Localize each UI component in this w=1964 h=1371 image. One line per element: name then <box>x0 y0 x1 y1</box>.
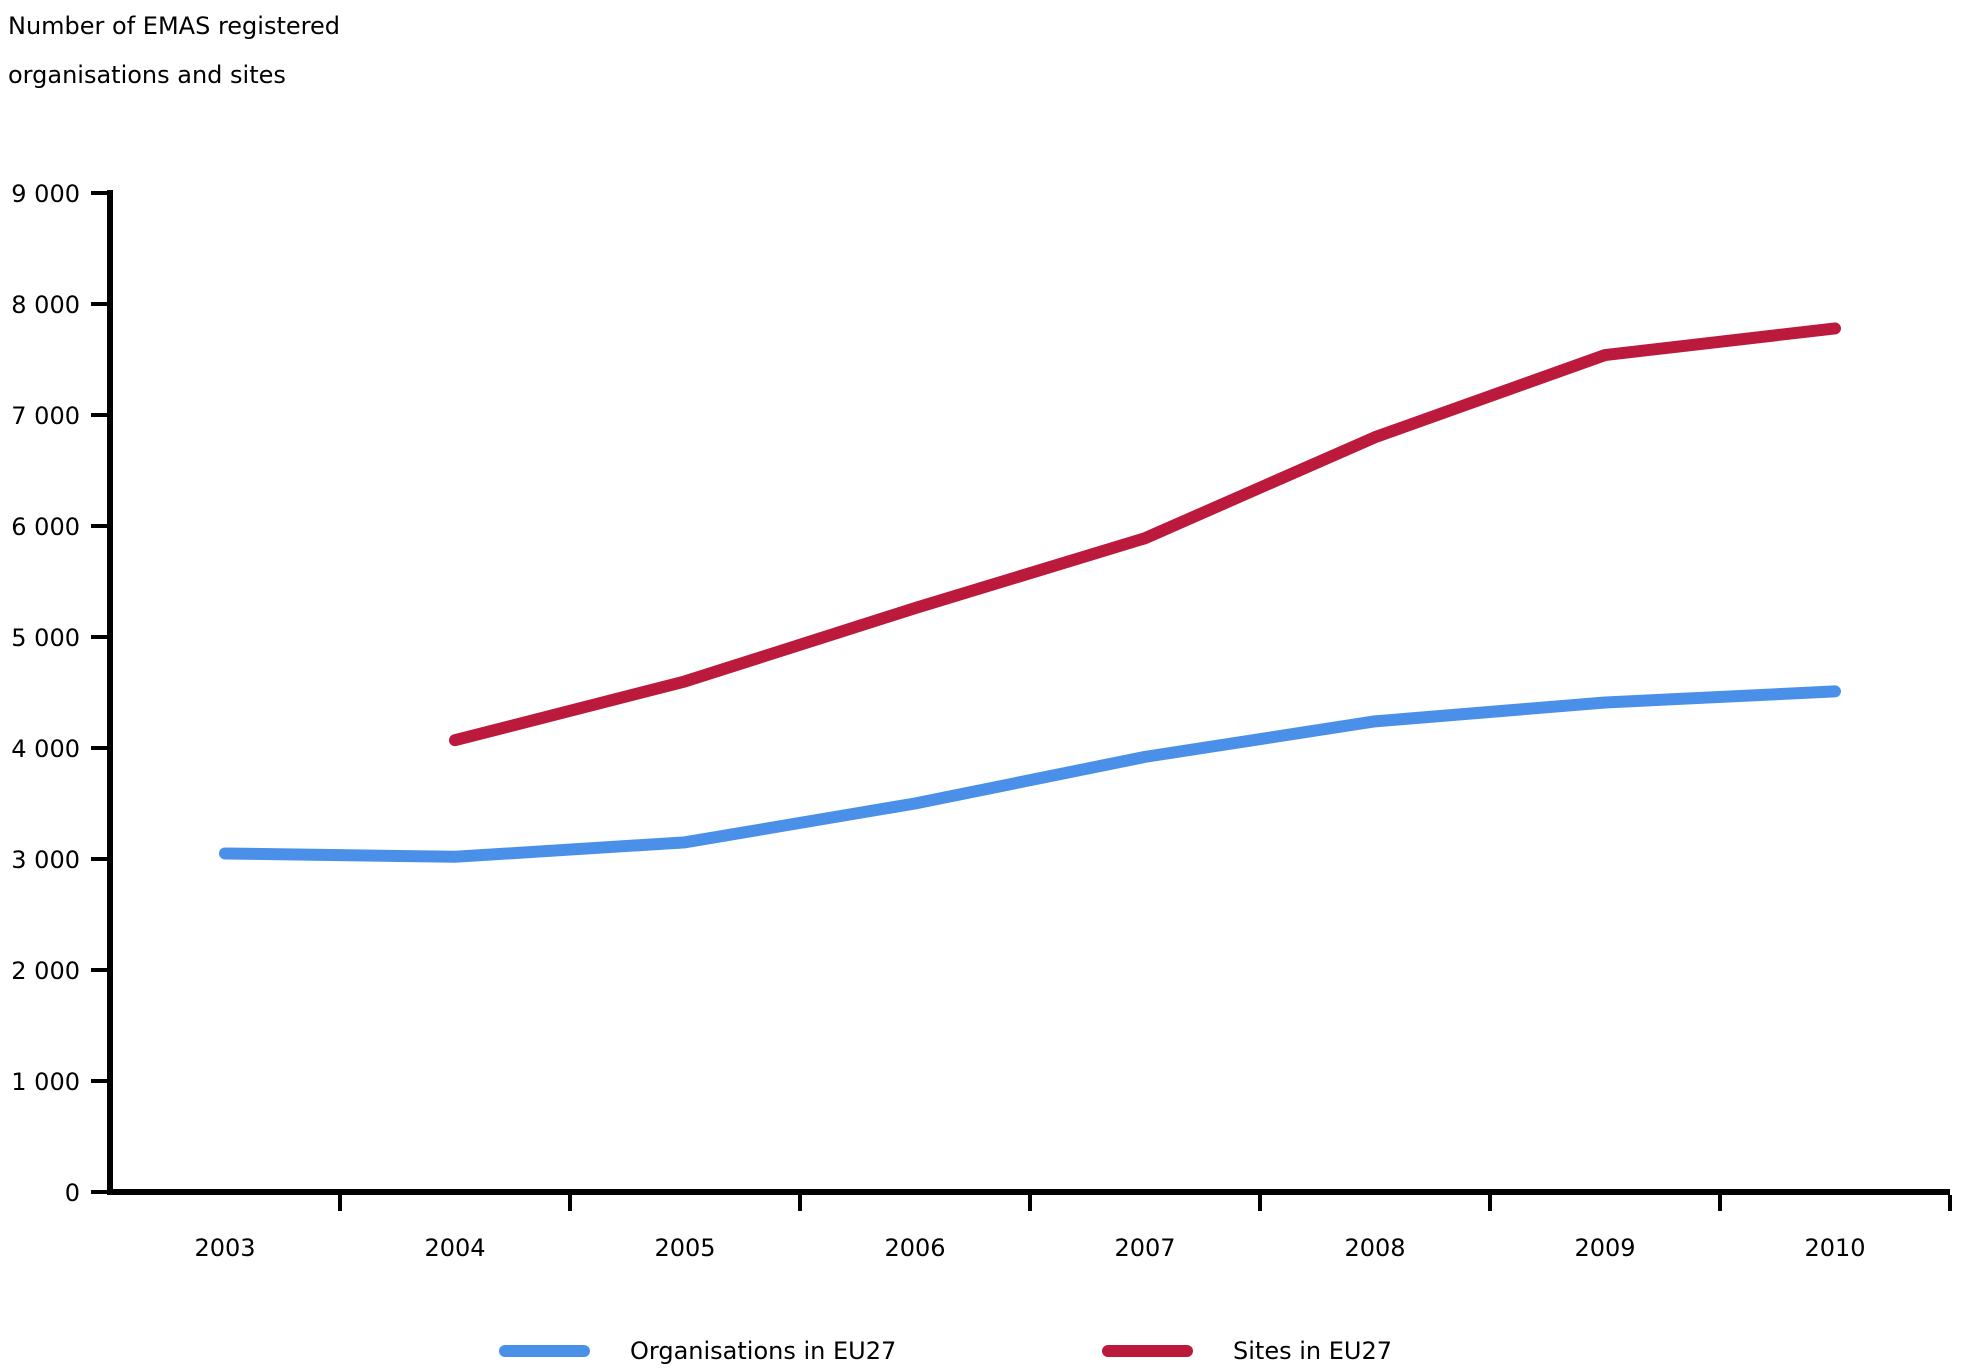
y-tick-label: 9 000 <box>11 180 80 208</box>
y-tick-label: 2 000 <box>11 957 80 985</box>
series-line-organisations-in-eu27 <box>219 685 1841 863</box>
y-tick-label: 4 000 <box>11 735 80 763</box>
y-tick-label: 3 000 <box>11 846 80 874</box>
chart-title-line2: organisations and sites <box>8 61 286 89</box>
y-tick-label: 1 000 <box>11 1068 80 1096</box>
x-tick-label: 2010 <box>1804 1234 1865 1262</box>
x-tick-label: 2004 <box>424 1234 485 1262</box>
legend: Organisations in EU27 Sites in EU27 <box>0 1330 1964 1371</box>
x-tick-label: 2006 <box>884 1234 945 1262</box>
legend-label-sites: Sites in EU27 <box>1233 1336 1392 1365</box>
x-tick-label: 2005 <box>654 1234 715 1262</box>
y-tick-label: 8 000 <box>11 291 80 319</box>
x-tick-label: 2009 <box>1574 1234 1635 1262</box>
legend-swatch-organisations-icon <box>499 1344 590 1357</box>
y-tick-label: 7 000 <box>11 402 80 430</box>
legend-label-organisations: Organisations in EU27 <box>630 1336 897 1365</box>
x-tick-label: 2003 <box>194 1234 255 1262</box>
legend-item-organisations: Organisations in EU27 <box>499 1330 896 1371</box>
x-tick-label: 2007 <box>1114 1234 1175 1262</box>
y-tick-label: 5 000 <box>11 624 80 652</box>
chart-title: Number of EMAS registered organisations … <box>8 2 340 100</box>
x-tick-label: 2008 <box>1344 1234 1405 1262</box>
legend-item-sites: Sites in EU27 <box>1102 1330 1392 1371</box>
legend-swatch-sites-icon <box>1102 1344 1193 1357</box>
series-line-sites-in-eu27 <box>449 322 1841 747</box>
y-tick-label: 0 <box>65 1179 80 1207</box>
chart-title-line1: Number of EMAS registered <box>8 12 340 40</box>
y-tick-label: 6 000 <box>11 513 80 541</box>
